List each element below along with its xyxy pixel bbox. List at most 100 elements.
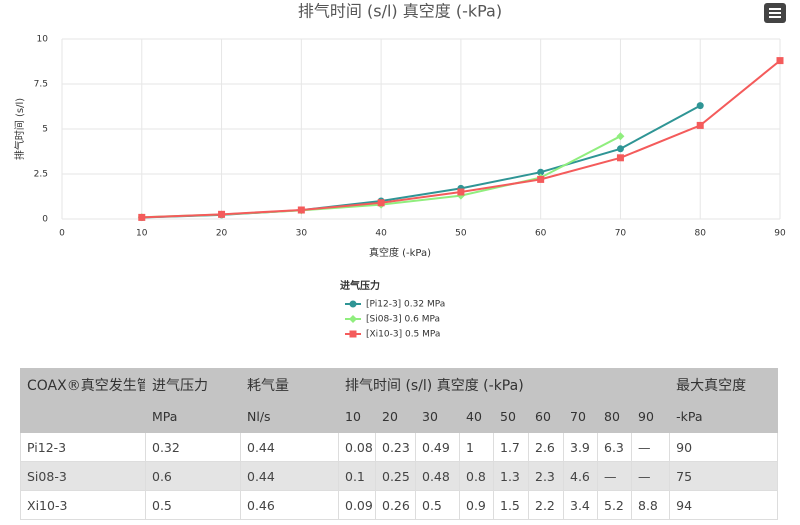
table-cell: 10 [338,400,376,433]
table-cell: 0.09 [338,490,376,520]
data-point [776,57,784,65]
table-cell: 5.2 [597,490,632,520]
table-cell: 0.44 [240,461,339,491]
x-tick-label: 10 [136,229,148,239]
y-axis-label: 排气时间 (s/l) [13,98,26,160]
x-tick-label: 70 [615,229,627,239]
table-cell: 2.3 [528,461,564,491]
table-cell: 进气压力 [145,368,241,401]
table-cell: 1 [459,432,494,462]
table-cell: 90 [669,432,778,462]
menu-button[interactable] [764,3,786,23]
table-cell: 0.25 [375,461,416,491]
table-row: Xi10-3 0.5 0.46 0.09 0.26 0.5 0.9 1.5 2.2 3.4 5.2 8… [20,490,778,520]
data-point [616,154,624,162]
table-cell: 4.6 [563,461,598,491]
table-cell: 0.48 [415,461,460,491]
x-tick-label: 0 [59,229,65,239]
table-cell: — [597,461,632,491]
table-cell: 6.3 [597,432,632,462]
legend-label: [Si08-3] 0.6 MPa [366,315,440,325]
table-cell: 1.3 [493,461,529,491]
legend-marker [349,300,357,308]
table-cell: Si08-3 [20,461,146,491]
table-cell: 0.1 [338,461,376,491]
table-cell: 2.6 [528,432,564,462]
table-cell: 75 [669,461,778,491]
table-cell: 0.5 [145,490,241,520]
x-tick-label: 20 [216,229,228,239]
table-row: Si08-3 0.6 0.44 0.1 0.25 0.48 0.8 1.3 2.3 4.6— —75 [20,461,778,491]
data-point [696,121,704,129]
spec-table: COAX®真空发生管 进气压力 耗气量 排气时间 (s/l) 真空度 (-kPa) 最大… [20,368,778,520]
table-cell: 0.44 [240,432,339,462]
table-cell: 0.26 [375,490,416,520]
data-point [138,213,146,221]
x-tick-label: 60 [535,229,547,239]
table-cell: 60 [528,400,564,433]
table-cell: 排气时间 (s/l) 真空度 (-kPa) [337,368,671,401]
data-point [616,132,625,141]
table-row: COAX®真空发生管 进气压力 耗气量 排气时间 (s/l) 真空度 (-kPa) 最大… [20,368,778,401]
table-cell: 最大真空度 [669,368,778,401]
legend-item[interactable]: [Pi12-3] 0.32 MPa [345,300,445,310]
table-cell: 50 [493,400,529,433]
table-cell: Nl/s [240,400,339,433]
data-point [537,168,545,176]
x-axis-label: 真空度 (-kPa) [369,246,431,259]
legend-marker [349,315,357,323]
data-point [696,102,704,110]
data-point [377,199,385,207]
y-tick-label: 0 [42,215,48,225]
x-tick-label: 40 [375,229,387,239]
legend-label: [Xi10-3] 0.5 MPa [366,330,440,340]
table-cell: 8.8 [630,490,671,520]
table-cell: 94 [669,490,778,520]
table-cell: 0.32 [145,432,241,462]
table-cell: 1.5 [493,490,529,520]
table-row: Pi12-3 0.32 0.44 0.08 0.23 0.49 1 1.7 2.6 3.9 6.3—… [20,432,778,462]
table-cell: 80 [597,400,632,433]
table-cell: 3.4 [563,490,598,520]
y-tick-label: 5 [42,125,48,135]
data-point [457,188,465,196]
table-cell: 2.2 [528,490,564,520]
legend-item[interactable]: [Si08-3] 0.6 MPa [345,315,440,325]
data-point [297,206,305,214]
table-cell: 20 [375,400,416,433]
x-tick-label: 50 [455,229,467,239]
table-cell: 0.46 [240,490,339,520]
table-cell: Pi12-3 [20,432,146,462]
chart: 排气时间 (s/l) 真空度 (-kPa) 真空度 (-kPa) 排气时间 (s… [13,2,786,340]
data-point [218,210,226,218]
x-tick-label: 90 [774,229,786,239]
table-cell: 0.23 [375,432,416,462]
table-cell: 0.5 [415,490,460,520]
table-cell: Xi10-3 [20,490,146,520]
table-cell: 耗气量 [240,368,339,401]
table-cell: 0.49 [415,432,460,462]
table-cell: — [630,432,671,462]
table-cell: 0.08 [338,432,376,462]
table-cell: -kPa [669,400,778,433]
table-cell: 0.8 [459,461,494,491]
table-cell [20,400,146,433]
legend-marker [349,330,357,338]
y-tick-label: 7.5 [34,80,48,90]
table-row: MPa Nl/s 10 20 30 40 50 60 70 80 90 -kPa [20,400,778,433]
table-cell: 0.9 [459,490,494,520]
table-cell: 0.6 [145,461,241,491]
legend-item[interactable]: [Xi10-3] 0.5 MPa [345,330,440,340]
legend-title: 进气压力 [340,279,380,292]
data-point [616,145,624,153]
data-point [537,175,545,183]
table-cell: MPa [145,400,241,433]
table-cell: 90 [630,400,671,433]
table-cell: 70 [563,400,598,433]
y-tick-label: 10 [37,35,49,45]
legend-label: [Pi12-3] 0.32 MPa [366,300,445,310]
chart-title: 排气时间 (s/l) 真空度 (-kPa) [298,2,502,21]
table-cell: COAX®真空发生管 [20,368,146,401]
table-cell: — [630,461,671,491]
